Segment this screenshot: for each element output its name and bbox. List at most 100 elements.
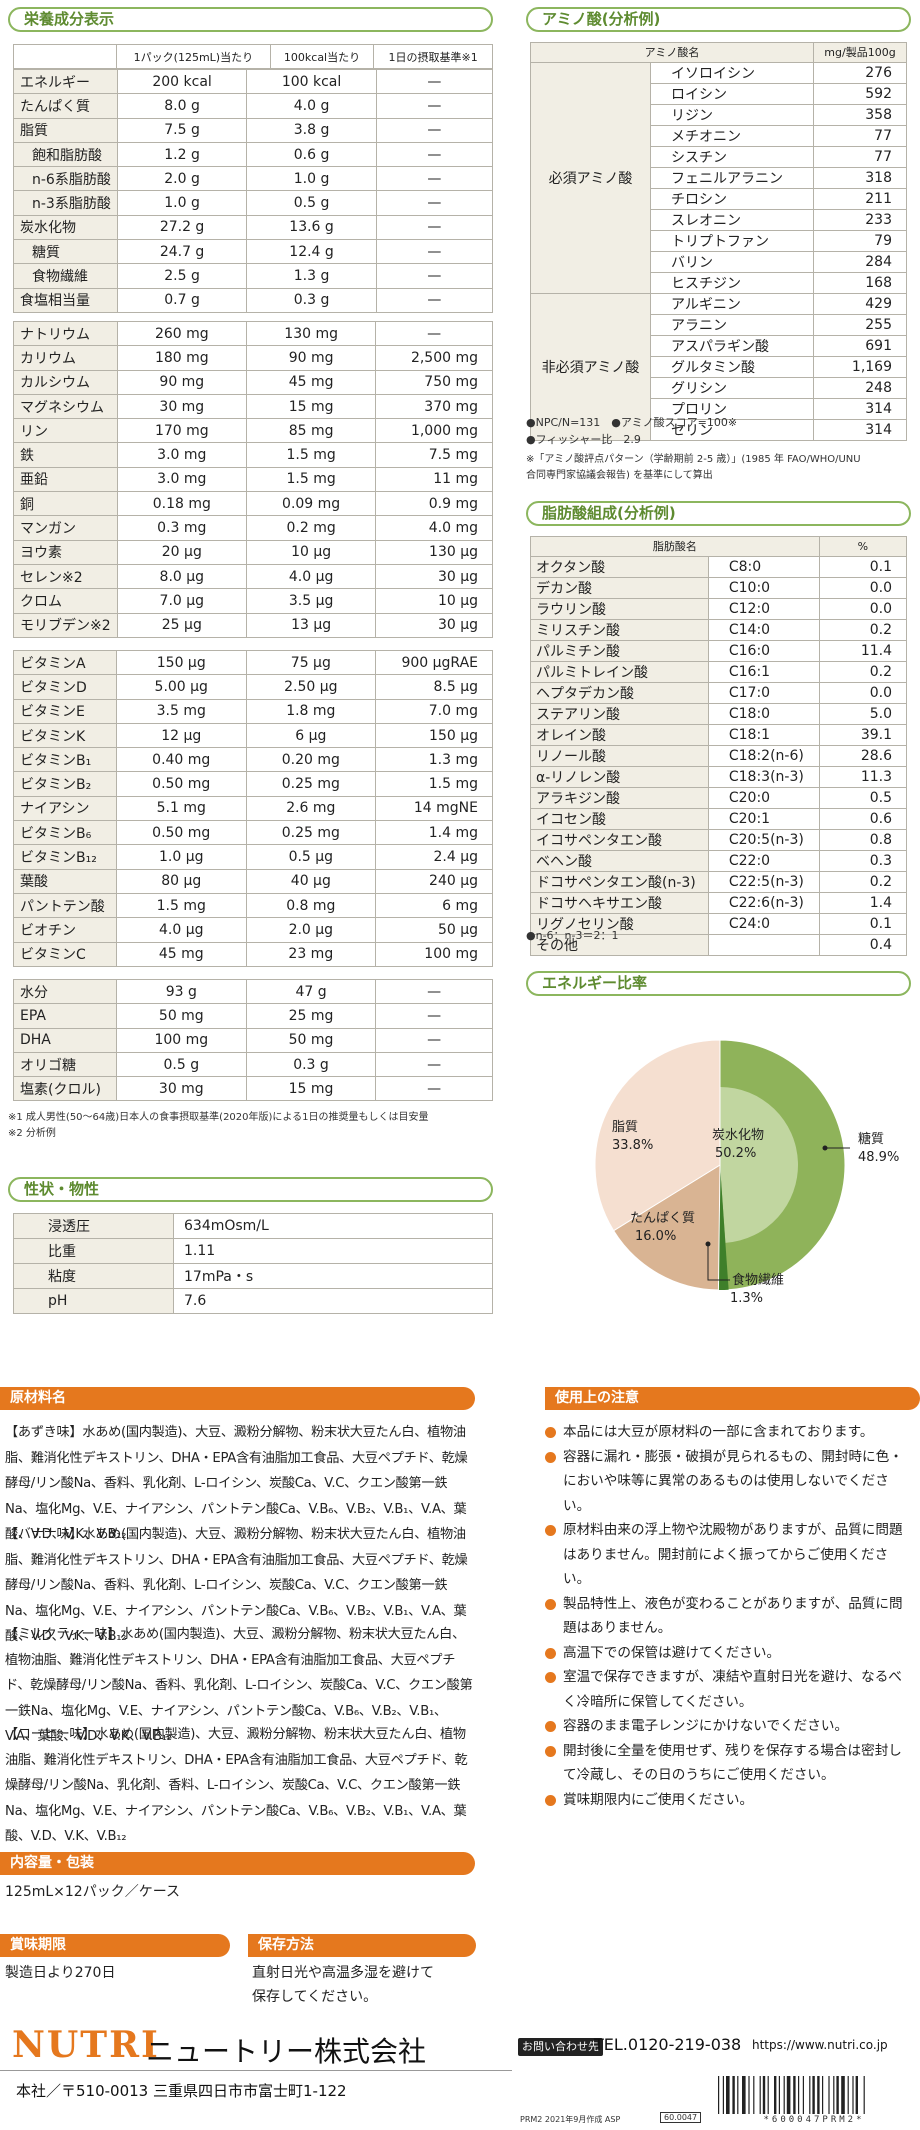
nutrient-per-100kcal: 0.6 g xyxy=(246,141,377,168)
nutrient-per-pack: 0.50 mg xyxy=(115,820,247,846)
nutrient-name: 糖質 xyxy=(13,239,118,265)
nutrient-daily: 750 mg xyxy=(375,369,493,395)
precaution-item: 製品特性上、液色が変わることがありますが、品質に問題はありません。 xyxy=(545,1592,915,1641)
amino-value: 284 xyxy=(813,250,907,273)
nutrient-per-100kcal: 40 μg xyxy=(245,868,377,894)
nutrient-daily: 7.0 mg xyxy=(375,698,493,724)
nutrient-name: DHA xyxy=(13,1027,117,1053)
fatty-row: ヘプタデカン酸 C17:0 0.0 xyxy=(530,681,908,704)
nutrition-header: 栄養成分表示 xyxy=(8,7,493,32)
nutrient-daily: 1.5 mg xyxy=(375,771,493,797)
barcode xyxy=(718,2076,865,2114)
fatty-code: C18:2(n-6) xyxy=(707,744,820,767)
nutrient-per-100kcal: 47 g xyxy=(245,978,377,1005)
pie-slice-fiber xyxy=(718,1165,729,1290)
nutrient-name: 鉄 xyxy=(13,442,118,468)
nutrient-per-pack: 25 μg xyxy=(116,612,247,638)
precaution-item: 開封後に全量を使用せず、残りを保存する場合は密封して冷蔵し、その日のうちにご使用… xyxy=(545,1739,915,1788)
nutrient-daily: — xyxy=(375,166,494,192)
nutrient-per-100kcal: 15 mg xyxy=(245,1076,377,1102)
nutrient-per-pack: 5.00 μg xyxy=(115,674,247,700)
nutrient-per-100kcal: 3.5 μg xyxy=(245,588,377,614)
barcode-bar xyxy=(767,2076,769,2114)
energy-header: エネルギー比率 xyxy=(526,971,911,996)
barcode-bar xyxy=(762,2076,766,2114)
nutrient-name: 脂質 xyxy=(13,117,118,143)
nutrition-row: ビタミンK 12 μg 6 μg 150 μg xyxy=(13,722,493,749)
nutrient-per-100kcal: 4.0 μg xyxy=(245,563,377,590)
fatty-name: アラキジン酸 xyxy=(530,786,709,809)
fatty-value: 0.1 xyxy=(818,555,908,578)
amino-name: バリン xyxy=(650,250,814,273)
barcode-bar xyxy=(812,2076,815,2114)
nutrient-per-100kcal: 10 μg xyxy=(245,539,377,565)
sugar-dot xyxy=(822,1145,828,1151)
fatty-value: 0.2 xyxy=(818,660,908,683)
footer-divider xyxy=(0,2070,512,2071)
amino-name: アスパラギン酸 xyxy=(650,334,814,357)
nutrient-per-pack: 100 mg xyxy=(115,1027,247,1053)
fatty-name: ベヘン酸 xyxy=(530,849,709,872)
nutrient-daily: 100 mg xyxy=(375,941,493,967)
amino-name: プロリン xyxy=(650,397,814,420)
precaution-item: 高温下での保管は避けてください。 xyxy=(545,1641,915,1666)
nutrition-group-vitamins: ビタミンA 150 μg 75 μg 900 μgRAE ビタミンD 5.00 μg 2.5… xyxy=(13,649,493,967)
expiry-header: 賞味期限 xyxy=(0,1934,230,1957)
nutrition-row: ヨウ素 20 μg 10 μg 130 μg xyxy=(13,539,493,565)
nutrient-per-100kcal: 1.5 mg xyxy=(245,466,377,493)
nt-head-per-100kcal: 100kcal当たり xyxy=(269,43,375,70)
amino-row: バリン 284 xyxy=(531,250,907,273)
fatty-title: 脂肪酸組成(分析例) xyxy=(542,504,676,522)
fatty-value: 0.5 xyxy=(818,786,908,809)
nutrient-name: ビタミンD xyxy=(13,674,117,700)
nutrient-name: ナイアシン xyxy=(13,795,117,822)
amino-head-val: mg/製品100g xyxy=(813,42,907,63)
nutrient-daily: 1.3 mg xyxy=(375,747,493,773)
amino-row: 必須アミノ酸 イソロイシン 276 xyxy=(530,61,907,294)
fatty-row: ドコサペンタエン酸(n-3) C22:5(n-3) 0.2 xyxy=(530,870,908,893)
nutrient-daily: 0.9 mg xyxy=(375,491,493,517)
nutrition-title: 栄養成分表示 xyxy=(24,10,115,28)
amino-name: スレオニン xyxy=(650,208,814,231)
nutrient-daily: 130 μg xyxy=(375,539,493,565)
precaution-text: 本品には大豆が原材料の一部に含まれております。 xyxy=(563,1424,874,1440)
nutrient-name: たんぱく質 xyxy=(13,93,118,119)
nutrient-name: 塩素(クロル) xyxy=(13,1076,117,1102)
nutrient-name: ビタミンC xyxy=(13,941,117,967)
nutrient-per-pack: 260 mg xyxy=(116,320,247,347)
company-url[interactable]: https://www.nutri.co.jp xyxy=(752,2038,888,2052)
nutrient-per-pack: 30 mg xyxy=(115,1076,247,1102)
fatty-row: ラウリン酸 C12:0 0.0 xyxy=(530,597,908,620)
nutrient-daily: 150 μg xyxy=(375,722,493,749)
fatty-value: 0.3 xyxy=(818,849,908,872)
property-value: 7.6 xyxy=(173,1288,493,1314)
nutrient-name: 食物繊維 xyxy=(13,263,118,289)
nutrition-row: 飽和脂肪酸 1.2 g 0.6 g — xyxy=(13,141,494,168)
amino-header: アミノ酸(分析例) xyxy=(526,7,911,32)
amino-value: 314 xyxy=(813,397,907,420)
nutrition-row: 炭水化物 27.2 g 13.6 g — xyxy=(13,214,494,241)
fatty-row: パルミトレイン酸 C16:1 0.2 xyxy=(530,660,908,683)
amino-name: トリプトファン xyxy=(650,229,814,252)
nutrient-daily: — xyxy=(375,978,493,1005)
amino-value: 211 xyxy=(813,187,907,210)
nutrition-row: ビタミンB₁ 0.40 mg 0.20 mg 1.3 mg xyxy=(13,747,493,773)
nutrient-per-100kcal: 6 μg xyxy=(245,722,377,749)
nutrient-daily: 50 μg xyxy=(375,917,493,943)
nutrient-name: 銅 xyxy=(13,491,118,517)
bullet-icon xyxy=(545,1672,556,1683)
amino-value: 691 xyxy=(813,334,907,357)
amino-value: 233 xyxy=(813,208,907,231)
bullet-icon xyxy=(545,1451,556,1463)
precaution-text: 開封後に全量を使用せず、残りを保存する場合は密封して冷蔵し、その日のうちにご使用… xyxy=(563,1742,902,1784)
amino-name: グリシン xyxy=(650,376,814,399)
fatty-name: ミリスチン酸 xyxy=(530,618,709,641)
fatty-ratio: ●n-6：n-3＝2：1 xyxy=(526,929,619,942)
barcode-bar xyxy=(836,2076,839,2114)
fatty-value: 0.0 xyxy=(818,576,908,599)
nutrition-row: 糖質 24.7 g 12.4 g — xyxy=(13,239,494,265)
barcode-bar xyxy=(759,2076,761,2114)
nutrient-name: カリウム xyxy=(13,345,118,371)
nutrient-name: EPA xyxy=(13,1003,117,1029)
nutrient-per-pack: 7.0 μg xyxy=(116,588,247,614)
